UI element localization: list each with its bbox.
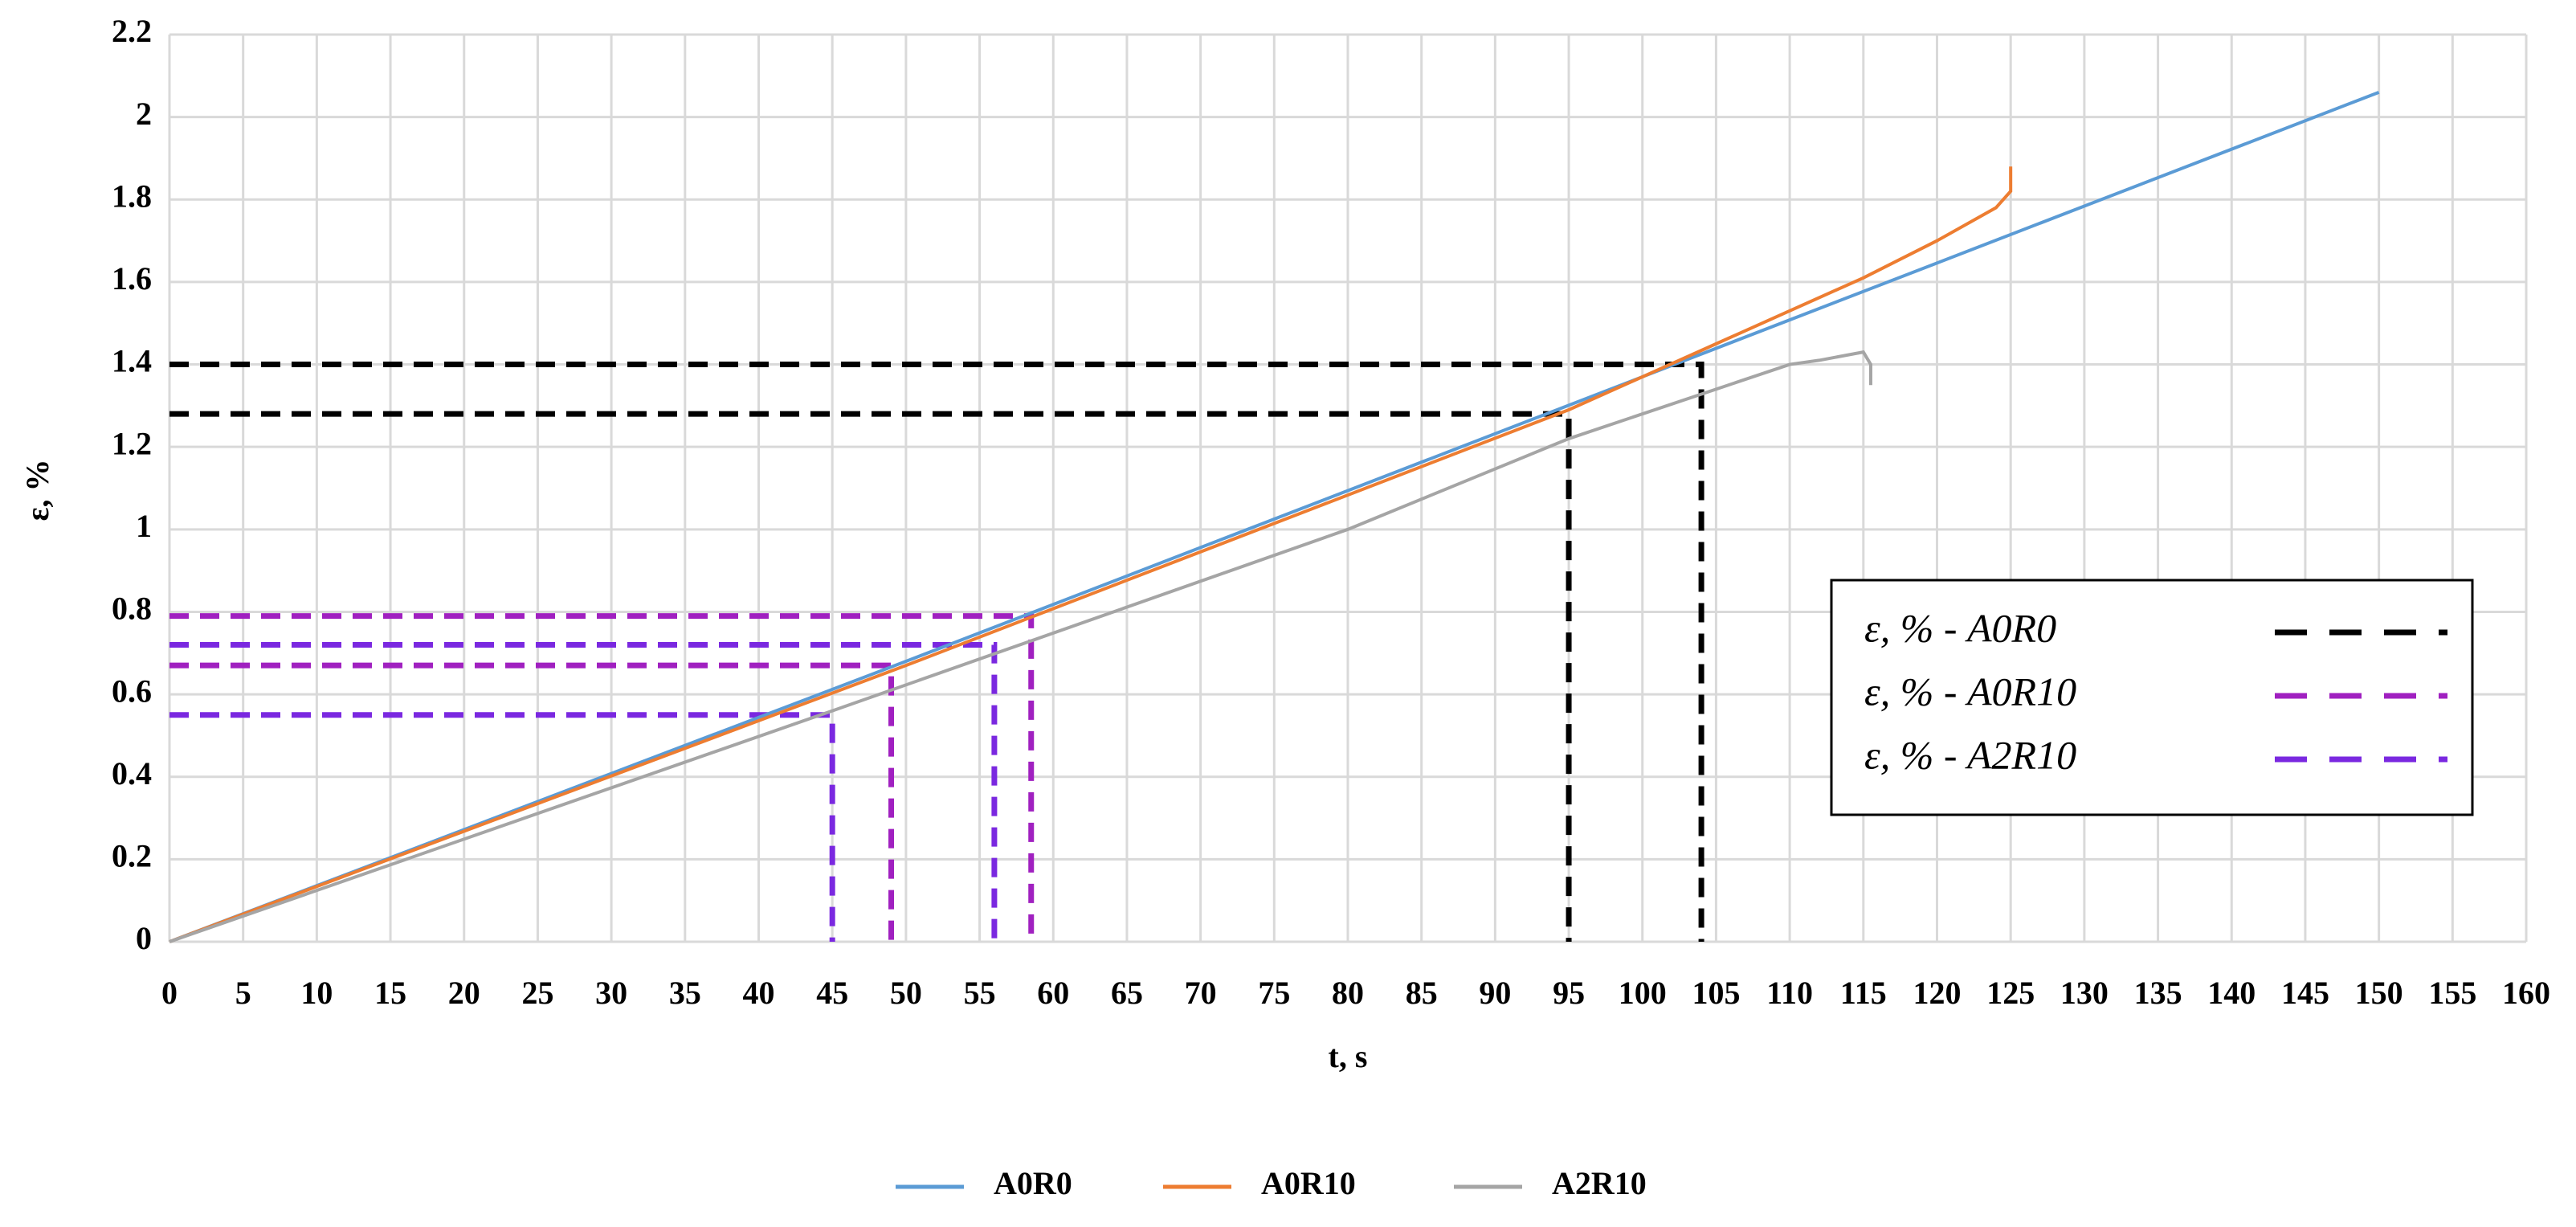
x-tick-label: 10 — [300, 975, 333, 1011]
x-tick-label: 145 — [2281, 975, 2329, 1011]
y-axis-title: ε, % — [19, 459, 55, 521]
x-tick-label: 140 — [2207, 975, 2256, 1011]
y-tick-label: 0.8 — [112, 591, 152, 627]
y-tick-label: 1.4 — [112, 343, 152, 379]
reference-line — [169, 411, 1572, 942]
x-tick-label: 50 — [890, 975, 922, 1011]
y-tick-label: 1 — [136, 508, 152, 544]
x-tick-label: 90 — [1479, 975, 1511, 1011]
x-tick-label: 95 — [1553, 975, 1585, 1011]
legends: ε, % - A0R0 ε, % - A0R10 ε, % - A2R10 A0R0 A… — [896, 605, 2447, 1201]
y-tick-label: 0.2 — [112, 838, 152, 874]
x-tick-label: 75 — [1258, 975, 1290, 1011]
data-line — [169, 166, 2013, 943]
reference-legend-label: ε, % - A2R10 — [1864, 732, 2076, 777]
x-tick-label: 35 — [669, 975, 701, 1011]
x-tick-label: 65 — [1111, 975, 1143, 1011]
x-tick-label: 130 — [2060, 975, 2109, 1011]
x-tick-label: 120 — [1913, 975, 1962, 1011]
reference-legend-label: ε, % - A0R10 — [1864, 669, 2076, 714]
x-tick-label: 150 — [2355, 975, 2403, 1011]
x-tick-label: 25 — [521, 975, 553, 1011]
x-tick-label: 15 — [374, 975, 406, 1011]
y-tick-label: 2 — [136, 96, 152, 132]
legend-label: A0R0 — [994, 1165, 1072, 1201]
reference-legend-label: ε, % - A0R0 — [1864, 605, 2056, 650]
x-tick-label: 0 — [161, 975, 178, 1011]
legend-label: A0R10 — [1261, 1165, 1356, 1201]
y-tick-label: 0 — [136, 920, 152, 956]
y-tick-label: 1.8 — [112, 178, 152, 214]
legend-label: A2R10 — [1552, 1165, 1647, 1201]
y-tick-label: 0.4 — [112, 755, 152, 791]
data-line — [169, 90, 2380, 943]
x-tick-label: 105 — [1692, 975, 1740, 1011]
x-tick-label: 85 — [1406, 975, 1438, 1011]
x-tick-label: 70 — [1185, 975, 1217, 1011]
x-tick-label: 60 — [1037, 975, 1069, 1011]
reference-line — [169, 712, 835, 942]
x-tick-label: 100 — [1619, 975, 1667, 1011]
x-tick-label: 125 — [1986, 975, 2035, 1011]
x-axis-title: t, s — [1329, 1038, 1368, 1074]
reference-legend-box — [1830, 579, 2474, 816]
y-tick-label: 1.6 — [112, 260, 152, 297]
x-tick-label: 45 — [816, 975, 848, 1011]
y-tick-label: 1.2 — [112, 425, 152, 461]
x-tick-label: 115 — [1840, 975, 1887, 1011]
x-tick-label: 55 — [964, 975, 996, 1011]
data-line — [169, 350, 1872, 943]
x-tick-label: 110 — [1766, 975, 1813, 1011]
x-tick-label: 40 — [743, 975, 775, 1011]
reference-line — [169, 642, 998, 942]
reference-line — [169, 362, 1704, 942]
tick-labels: 0 0.2 0.4 0.6 0.8 1 1.2 1.4 1.6 1.8 2 2.2 0 5 10 15 20 25… — [112, 13, 2550, 1011]
x-tick-label: 30 — [595, 975, 627, 1011]
x-tick-label: 20 — [448, 975, 480, 1011]
x-tick-label: 80 — [1332, 975, 1364, 1011]
y-tick-label: 0.6 — [112, 673, 152, 709]
x-tick-label: 5 — [235, 975, 251, 1011]
y-tick-label: 2.2 — [112, 13, 152, 49]
x-tick-label: 135 — [2134, 975, 2182, 1011]
x-tick-label: 160 — [2502, 975, 2550, 1011]
lines — [169, 90, 2380, 943]
x-tick-label: 155 — [2428, 975, 2476, 1011]
